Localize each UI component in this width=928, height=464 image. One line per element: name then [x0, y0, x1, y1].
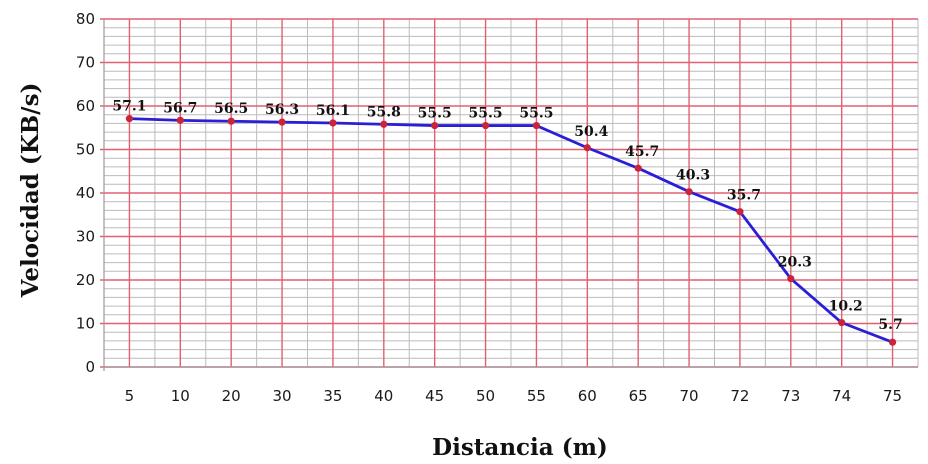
data-label: 56.5 — [214, 101, 248, 117]
x-tick-label: 40 — [374, 387, 393, 405]
data-point — [634, 164, 642, 172]
x-tick-label: 30 — [273, 387, 292, 405]
x-tick-label: 73 — [781, 387, 800, 405]
data-label: 50.4 — [574, 124, 608, 140]
data-label: 55.5 — [519, 106, 553, 122]
major-grid — [100, 18, 918, 371]
y-tick-label: 0 — [85, 358, 95, 376]
data-point — [583, 144, 591, 152]
data-label: 56.1 — [316, 103, 350, 119]
data-point — [380, 120, 388, 128]
y-tick-label: 70 — [76, 54, 95, 72]
data-point — [787, 275, 795, 283]
y-axis-title: Velocidad (KB/s) — [17, 83, 44, 299]
data-point — [481, 121, 490, 130]
data-label: 55.5 — [418, 106, 452, 122]
x-tick-label: 55 — [527, 387, 546, 405]
data-label: 56.7 — [163, 100, 197, 116]
y-tick-label: 30 — [76, 228, 95, 246]
x-tick-label: 72 — [730, 387, 749, 405]
data-point — [329, 119, 337, 127]
data-point — [685, 188, 693, 196]
x-tick-label: 10 — [171, 387, 190, 405]
x-tick-label: 70 — [680, 387, 699, 405]
y-axis-ticks: 0 10 20 30 40 50 60 70 80 — [76, 10, 95, 376]
data-label: 40.3 — [676, 168, 710, 184]
data-label: 45.7 — [625, 144, 659, 160]
series-group — [125, 115, 897, 346]
data-point — [176, 116, 184, 124]
data-point — [431, 121, 439, 130]
series-line — [129, 117, 894, 344]
x-axis-title: Distancia (m) — [432, 434, 608, 461]
y-tick-label: 80 — [76, 10, 95, 28]
y-tick-label: 20 — [76, 271, 95, 289]
x-tick-label: 35 — [323, 387, 342, 405]
data-point — [888, 338, 897, 346]
minor-grid — [103, 19, 919, 367]
data-label: 35.7 — [727, 188, 761, 204]
data-point — [838, 319, 846, 327]
x-tick-label: 75 — [883, 387, 902, 405]
data-label: 5.7 — [878, 317, 902, 333]
data-point — [736, 208, 744, 216]
x-tick-label: 60 — [578, 387, 597, 405]
data-label: 56.3 — [265, 102, 299, 118]
x-tick-label: 5 — [125, 387, 135, 405]
x-axis-ticks: 5 10 20 30 35 40 45 50 55 60 65 70 72 73 74 75 — [125, 387, 902, 405]
x-tick-label: 20 — [222, 387, 241, 405]
y-tick-label: 40 — [76, 184, 95, 202]
x-tick-label: 65 — [629, 387, 648, 405]
data-point — [278, 118, 286, 126]
x-tick-label: 45 — [425, 387, 444, 405]
x-tick-label: 50 — [476, 387, 495, 405]
data-point — [532, 121, 541, 130]
x-tick-label: 74 — [832, 387, 851, 405]
data-labels: 57.1 56.7 56.5 56.3 56.1 55.8 55.5 55.5 55.5 50.4… — [112, 99, 902, 334]
data-label: 55.5 — [469, 106, 503, 122]
y-tick-label: 10 — [76, 315, 95, 333]
y-tick-label: 50 — [76, 141, 95, 159]
data-point — [227, 117, 235, 125]
data-label: 57.1 — [112, 99, 146, 115]
data-label: 10.2 — [829, 299, 863, 315]
y-tick-label: 60 — [76, 97, 95, 115]
data-label: 20.3 — [778, 255, 812, 271]
data-point — [125, 115, 134, 123]
data-label: 55.8 — [367, 104, 401, 120]
